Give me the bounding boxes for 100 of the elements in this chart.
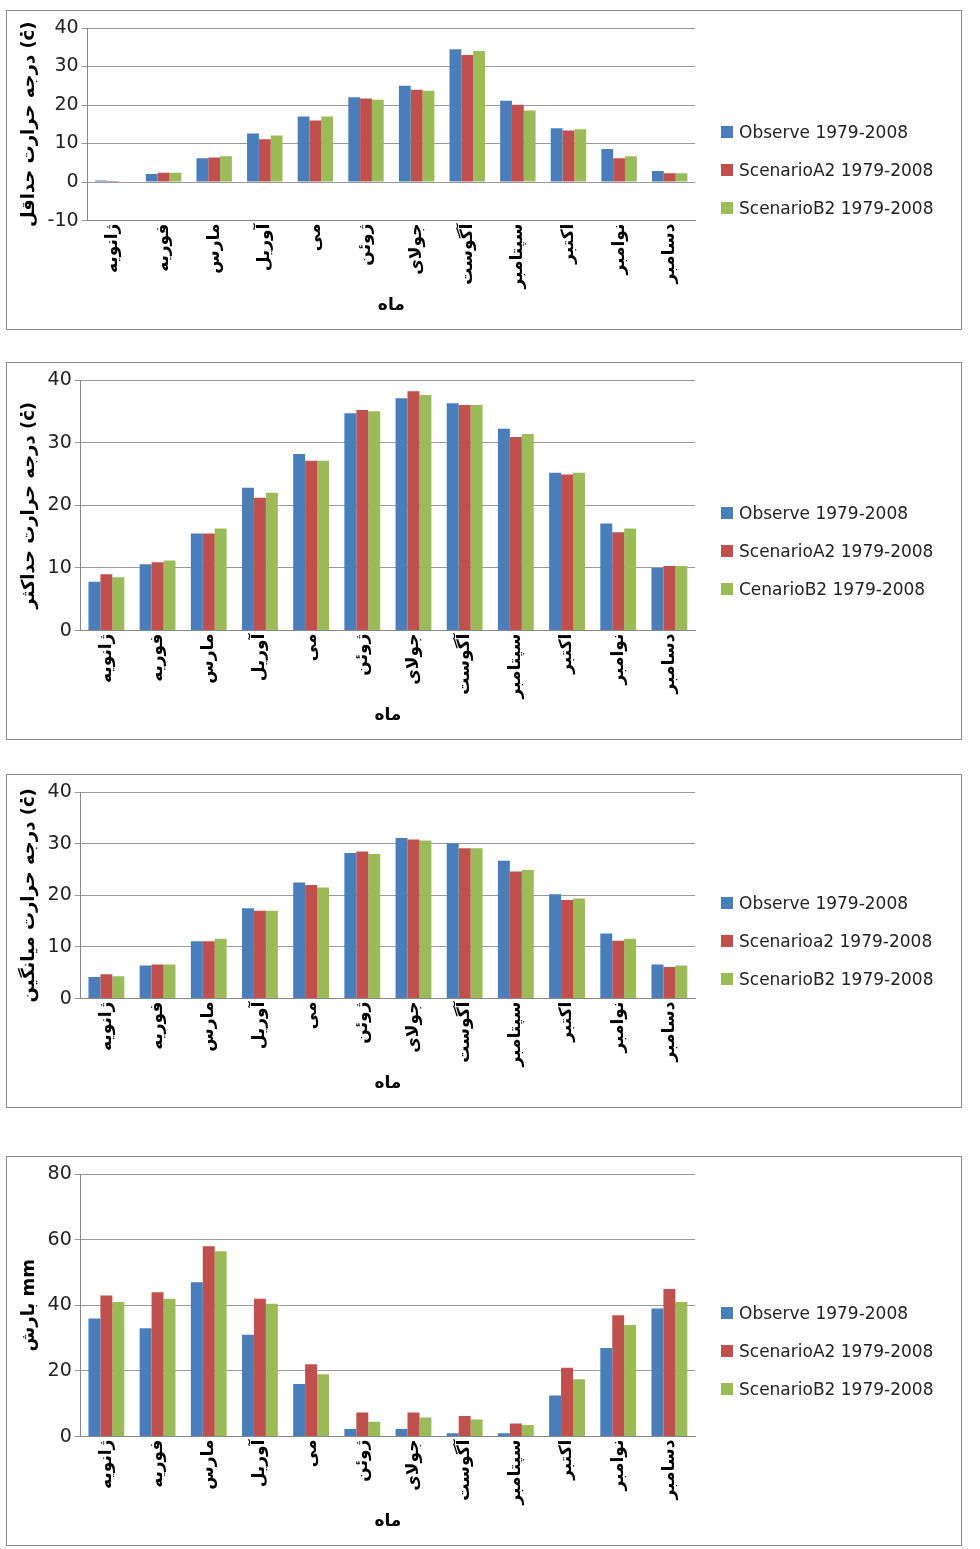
bar (675, 566, 688, 631)
y-tick-label: 40 (47, 366, 72, 389)
x-tick-label: جولای (401, 633, 423, 685)
bar (624, 938, 637, 999)
bar (253, 497, 266, 631)
bar (458, 848, 471, 999)
bar (470, 405, 483, 631)
x-tick-label: فوریه (151, 223, 173, 272)
x-axis-title: ماه (374, 1072, 402, 1093)
bar (368, 1421, 381, 1437)
x-tick-label: ژانویه (94, 1001, 116, 1051)
bar (214, 1251, 227, 1437)
y-tick-label: 0 (59, 985, 72, 1008)
x-axis-title: ماه (374, 1510, 402, 1531)
legend-label: ScenarioB2 1979-2008 (739, 969, 934, 989)
bar (169, 172, 182, 182)
y-tick-label: 40 (47, 778, 72, 801)
bar (624, 528, 637, 631)
bar (497, 860, 510, 999)
x-tick-label: آگوست (452, 1438, 475, 1501)
legend-label: CenarioB2 1979-2008 (739, 579, 926, 599)
x-tick-label: ژوئن (350, 1001, 372, 1044)
x-axis-title: ماه (374, 704, 402, 725)
bar (549, 472, 562, 631)
x-tick-label: سپتامبر (504, 1439, 526, 1506)
bar (317, 460, 330, 631)
x-tick-label: ژانویه (94, 1439, 116, 1489)
bar (600, 523, 613, 631)
x-tick-label: مارس (197, 1439, 218, 1490)
bar (651, 170, 664, 182)
bar (293, 882, 306, 999)
bar (309, 120, 322, 182)
bar (112, 577, 125, 631)
bar (523, 110, 536, 182)
y-axis-title: درجه حرارت حداکثر (ċ) (17, 401, 40, 610)
x-tick-label: فوریه (145, 633, 167, 682)
bar (461, 54, 474, 182)
bar (112, 1302, 125, 1437)
y-axis-title: درجه حرارت حداقل (ċ) (17, 21, 40, 228)
x-tick-label: نوامبر (606, 633, 628, 686)
bar (293, 453, 306, 631)
bar (419, 1417, 432, 1437)
bar (663, 173, 676, 182)
bar (398, 85, 411, 182)
y-tick-label: 10 (47, 933, 72, 956)
bar (675, 173, 688, 182)
x-tick-label: می (299, 633, 320, 662)
bar (112, 976, 125, 999)
legend-label: ScenarioB2 1979-2008 (739, 198, 934, 218)
x-tick-label: فوریه (145, 1439, 167, 1488)
bar (549, 894, 562, 999)
bar (446, 1433, 459, 1437)
bar (100, 574, 113, 631)
bar (190, 1282, 203, 1437)
bar (651, 1308, 664, 1437)
bar (550, 128, 563, 182)
bar (202, 533, 215, 631)
y-tick-label: 60 (47, 1226, 72, 1249)
bar (419, 395, 432, 631)
bar (395, 837, 408, 999)
x-tick-label: نوامبر (606, 1001, 628, 1054)
bar (521, 433, 534, 631)
bar (100, 974, 113, 999)
legend-label: Scenarioa2 1979-2008 (739, 931, 933, 951)
bar (651, 964, 664, 999)
bar (561, 474, 574, 631)
x-tick-label: آگوست (452, 1000, 475, 1063)
bar (265, 910, 278, 999)
bar (624, 156, 637, 182)
bar (470, 1419, 483, 1437)
bar (88, 1318, 101, 1437)
x-tick-label: سپتامبر (504, 1001, 526, 1068)
bar (293, 1384, 306, 1437)
y-tick-label: 0 (66, 169, 79, 191)
bar (305, 1364, 318, 1437)
y-tick-label: 20 (47, 882, 72, 905)
legend-label: Observe 1979-2008 (739, 893, 909, 913)
bar (265, 1303, 278, 1437)
y-tick-label: 20 (54, 91, 79, 114)
bar (145, 173, 158, 182)
bar (220, 156, 232, 182)
bar (612, 1315, 625, 1437)
bar (368, 853, 381, 999)
bar (151, 964, 164, 999)
y-axis-title: درجه حرارت میانگین (ċ) (17, 788, 40, 1003)
y-tick-label: 30 (54, 53, 79, 76)
bar (202, 1246, 215, 1437)
x-tick-label: مارس (197, 1001, 218, 1052)
y-tick-label: 40 (54, 14, 79, 37)
bar (612, 940, 625, 999)
x-tick-label: ژوئن (350, 1439, 372, 1482)
bar (139, 564, 152, 631)
bar (348, 97, 361, 182)
legend-label: ScenarioA2 1979-2008 (739, 160, 934, 180)
bar (317, 887, 330, 999)
legend-label: Observe 1979-2008 (739, 503, 909, 523)
x-tick-label: جولای (401, 1001, 423, 1053)
bar (446, 403, 459, 631)
x-tick-label: آوریل (247, 632, 270, 682)
bar (139, 1328, 152, 1437)
